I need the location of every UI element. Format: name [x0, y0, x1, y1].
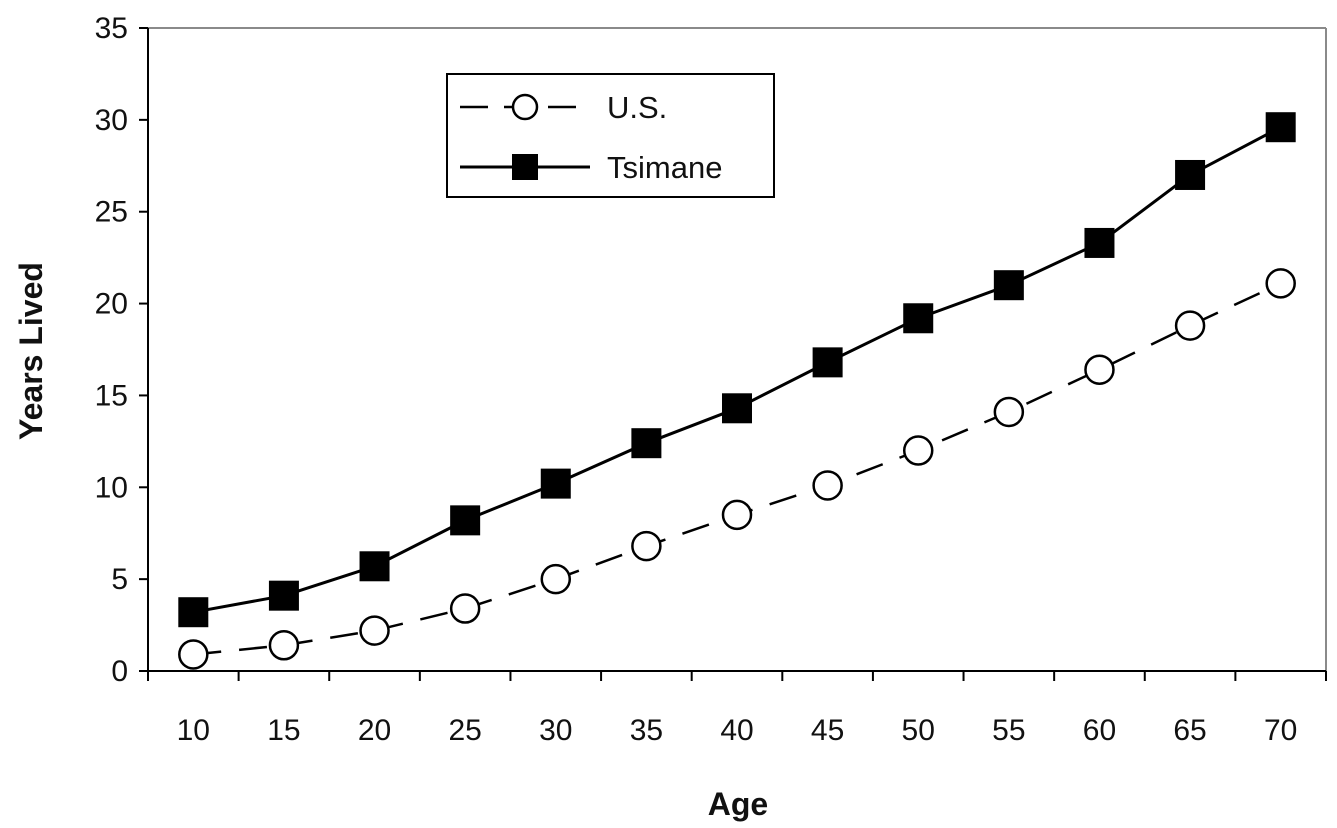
y-tick-label: 10	[95, 471, 128, 504]
data-point-tsimane	[450, 505, 481, 536]
legend-item-tsimane: Tsimane	[460, 150, 722, 185]
data-point-u-s	[631, 530, 662, 562]
series-u-s	[178, 268, 1296, 670]
data-point-u-s	[1084, 354, 1115, 385]
data-point-u-s	[540, 563, 572, 595]
data-point-tsimane	[903, 303, 934, 334]
x-tick-label: 65	[1173, 714, 1206, 747]
legend-us-label: U.S.	[607, 90, 667, 125]
legend-us-marker	[511, 93, 539, 121]
series-line-u-s	[193, 282, 1282, 656]
x-tick-label: 35	[630, 714, 663, 747]
data-point-u-s	[1265, 268, 1296, 299]
x-tick-label: 20	[358, 714, 391, 747]
data-point-u-s	[993, 396, 1025, 428]
y-tick-label: 35	[95, 12, 128, 45]
y-tick-label: 15	[95, 379, 128, 412]
data-point-tsimane	[993, 270, 1024, 301]
x-axis-title: Age	[708, 786, 768, 822]
y-tick-label: 20	[95, 288, 128, 321]
legend-item-us: U.S.	[460, 90, 667, 125]
plot-area	[178, 112, 1296, 670]
data-point-tsimane	[722, 393, 752, 424]
series-tsimane	[178, 112, 1296, 628]
data-point-tsimane	[1175, 159, 1206, 190]
y-tick-label: 30	[95, 104, 128, 137]
data-point-tsimane	[268, 580, 299, 611]
data-point-tsimane	[178, 597, 209, 628]
y-tick-label: 0	[111, 655, 128, 688]
x-tick-label: 15	[267, 714, 300, 747]
y-axis-title: Years Lived	[13, 262, 49, 440]
data-point-tsimane	[359, 551, 390, 582]
data-point-u-s	[178, 639, 209, 670]
data-point-tsimane	[1084, 227, 1115, 258]
x-tick-label: 70	[1264, 714, 1297, 747]
legend-tsimane-label: Tsimane	[607, 150, 722, 185]
x-tick-label: 45	[811, 714, 844, 747]
data-point-u-s	[268, 630, 300, 661]
x-tick-label: 55	[992, 714, 1025, 747]
data-point-u-s	[359, 615, 390, 646]
data-point-u-s	[902, 435, 934, 466]
series-line-tsimane	[193, 125, 1282, 614]
y-tick-label: 5	[111, 563, 128, 596]
axes: 0 5 10 15 20 25 30 35 10 15 20 25 30 35 40 45 50 55 60 65 70	[95, 12, 1327, 747]
data-point-u-s	[812, 470, 843, 501]
y-tick-label: 25	[95, 196, 128, 229]
data-point-tsimane	[812, 347, 843, 378]
data-point-u-s	[721, 499, 753, 531]
data-point-u-s	[1174, 310, 1206, 341]
data-point-u-s	[449, 593, 481, 624]
data-point-tsimane	[631, 428, 662, 459]
x-tick-label: 40	[720, 714, 753, 747]
legend-box	[446, 73, 775, 198]
data-point-tsimane	[1265, 112, 1296, 143]
x-tick-label: 30	[539, 714, 572, 747]
x-tick-label: 60	[1083, 714, 1116, 747]
legend-tsimane-marker	[512, 154, 538, 180]
x-tick-label: 10	[177, 714, 210, 747]
legend: U.S. Tsimane	[446, 73, 775, 198]
x-tick-label: 25	[448, 714, 481, 747]
data-point-tsimane	[540, 468, 571, 499]
x-tick-label: 50	[902, 714, 935, 747]
